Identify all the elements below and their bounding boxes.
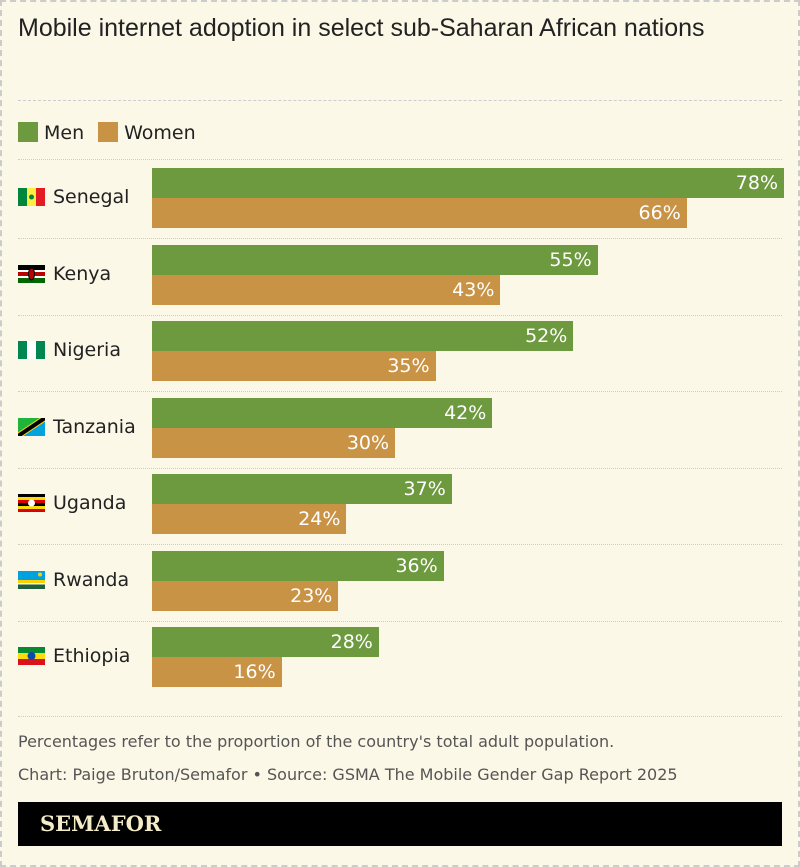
row-nigeria: Nigeria 52% 35% [2, 321, 798, 383]
legend: Men Women [18, 122, 196, 144]
flag-rwanda-icon [18, 570, 45, 589]
row-tanzania: Tanzania 42% 30% [2, 397, 798, 460]
country-name: Kenya [53, 262, 112, 285]
bar-men: 28% [152, 627, 379, 657]
row-senegal: Senegal 78% 66% [2, 168, 798, 230]
row-rwanda: Rwanda 36% 23% [2, 550, 798, 613]
bar-women: 66% [152, 198, 687, 228]
flag-senegal-icon [18, 188, 45, 206]
bar-women: 43% [152, 274, 501, 305]
row-separator [18, 238, 782, 239]
row-uganda: Uganda 37% 24% [2, 474, 798, 536]
country-label: Uganda [18, 492, 126, 514]
bar-women: 23% [152, 580, 339, 611]
legend-women: Women [98, 122, 196, 144]
footnote: Percentages refer to the proportion of t… [18, 732, 615, 751]
bar-women: 24% [152, 504, 347, 534]
row-separator [18, 716, 782, 717]
row-separator [18, 620, 782, 622]
row-separator [18, 314, 782, 316]
bar-men: 42% [152, 397, 493, 428]
divider [18, 100, 782, 101]
bar-women: 16% [152, 657, 282, 687]
country-name: Rwanda [53, 568, 130, 591]
country-label: Kenya [18, 263, 111, 285]
bar-men: 37% [152, 474, 452, 504]
bar-men: 36% [152, 550, 444, 581]
country-label: Tanzania [18, 416, 136, 438]
country-name: Ethiopia [53, 645, 131, 667]
country-name: Nigeria [53, 339, 121, 361]
flag-kenya-icon [18, 264, 45, 283]
legend-men: Men [18, 122, 84, 144]
bar-women: 35% [152, 351, 436, 381]
country-label: Rwanda [18, 569, 129, 591]
row-separator [18, 467, 782, 469]
country-label: Senegal [18, 186, 129, 208]
flag-ethiopia-icon [18, 647, 45, 665]
semafor-logo: SEMAFOR [18, 802, 782, 846]
flag-uganda-icon [18, 494, 45, 512]
country-name: Tanzania [53, 415, 136, 438]
row-separator [18, 544, 782, 545]
bar-women: 30% [152, 427, 396, 458]
credit: Chart: Paige Bruton/Semafor • Source: GS… [18, 765, 678, 784]
flag-tanzania-icon [18, 417, 45, 436]
row-ethiopia: Ethiopia 28% 16% [2, 627, 798, 689]
row-separator [18, 159, 782, 160]
row-kenya: Kenya 55% 43% [2, 244, 798, 307]
row-separator [18, 391, 782, 392]
bar-men: 78% [152, 168, 784, 198]
bar-men: 52% [152, 321, 574, 351]
country-name: Uganda [53, 492, 127, 514]
flag-nigeria-icon [18, 341, 45, 359]
country-label: Nigeria [18, 339, 121, 361]
bar-men: 55% [152, 244, 598, 275]
country-name: Senegal [53, 186, 130, 208]
country-label: Ethiopia [18, 645, 130, 667]
chart-title: Mobile internet adoption in select sub-S… [18, 14, 705, 42]
